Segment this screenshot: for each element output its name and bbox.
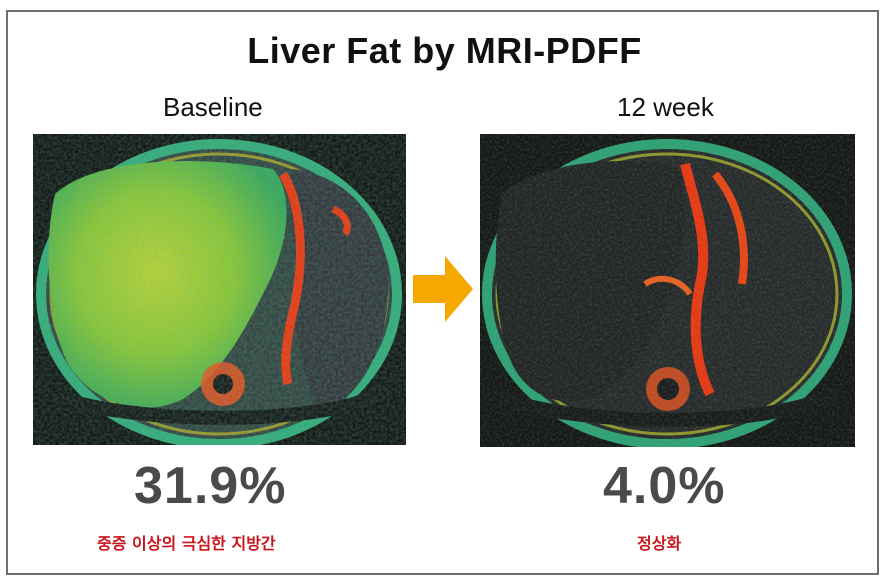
- baseline-fat-value: 31.9%: [134, 457, 287, 515]
- baseline-mri-image: [33, 134, 406, 445]
- slide-title: Liver Fat by MRI-PDFF: [247, 30, 642, 71]
- week12-note: 정상화: [637, 534, 682, 553]
- right-arrow-icon: [413, 256, 473, 322]
- week12-fat-value: 4.0%: [603, 457, 726, 515]
- baseline-label: Baseline: [163, 92, 263, 122]
- week12-mri-image: [480, 134, 855, 447]
- baseline-note: 중증 이상의 극심한 지방간: [97, 534, 276, 553]
- week12-label: 12 week: [617, 92, 714, 122]
